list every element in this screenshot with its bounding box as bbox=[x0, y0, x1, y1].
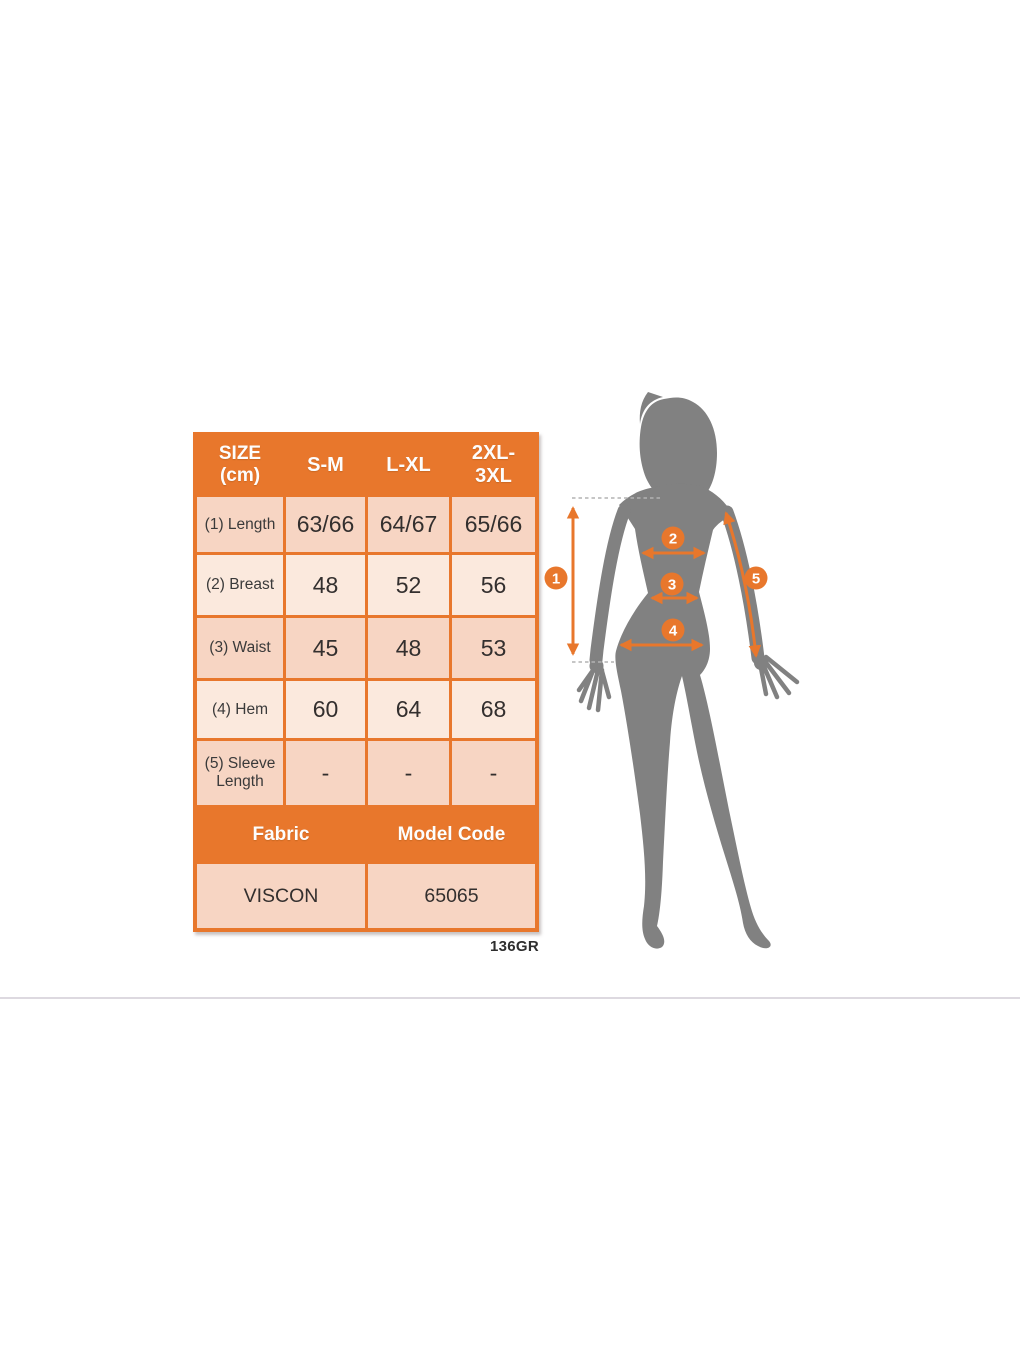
waist-value-l-xl: 48 bbox=[368, 618, 449, 678]
row-label-sleeve: (5) Sleeve Length bbox=[197, 741, 283, 805]
measurement-figure: 1 2 3 4 5 bbox=[544, 392, 800, 949]
size-chart-table: SIZE (cm) S-M L-XL 2XL-3XL (1) Length 63… bbox=[193, 432, 539, 932]
sleeve-arrow bbox=[723, 511, 762, 658]
hem-value-s-m: 60 bbox=[286, 681, 365, 738]
marker-3-label: 3 bbox=[668, 577, 676, 594]
size-unit-header: SIZE (cm) bbox=[197, 436, 283, 494]
marker-4-circle bbox=[661, 618, 685, 642]
length-value-2xl: 65/66 bbox=[452, 497, 535, 552]
breast-value-s-m: 48 bbox=[286, 555, 365, 615]
model-code-header: Model Code bbox=[368, 808, 535, 861]
silhouette-left-fingers bbox=[576, 661, 612, 713]
marker-1-circle bbox=[544, 566, 568, 590]
marker-2-circle bbox=[661, 526, 685, 550]
model-code-value: 65065 bbox=[368, 864, 535, 928]
fabric-value: VISCON bbox=[197, 864, 365, 928]
row-label-breast: (2) Breast bbox=[197, 555, 283, 615]
breast-value-2xl: 56 bbox=[452, 555, 535, 615]
sleeve-value-s-m: - bbox=[286, 741, 365, 805]
marker-5-circle bbox=[744, 566, 768, 590]
marker-1-label: 1 bbox=[552, 571, 560, 588]
silhouette-right-fingers bbox=[757, 654, 800, 700]
measure-markers: 1 2 3 4 5 bbox=[544, 526, 768, 642]
waist-value-2xl: 53 bbox=[452, 618, 535, 678]
weight-footnote: 136GR bbox=[489, 938, 539, 955]
sleeve-value-l-xl: - bbox=[368, 741, 449, 805]
marker-2-label: 2 bbox=[669, 531, 677, 548]
hem-value-2xl: 68 bbox=[452, 681, 535, 738]
marker-5-label: 5 bbox=[752, 571, 760, 588]
silhouette-head bbox=[639, 397, 717, 505]
col-header-2xl-3xl: 2XL-3XL bbox=[452, 436, 535, 494]
silhouette-hair-flip bbox=[639, 392, 663, 424]
col-header-l-xl: L-XL bbox=[368, 436, 449, 494]
length-value-s-m: 63/66 bbox=[286, 497, 365, 552]
divider-line bbox=[0, 997, 1020, 999]
sleeve-value-2xl: - bbox=[452, 741, 535, 805]
fabric-header: Fabric bbox=[197, 808, 365, 861]
breast-value-l-xl: 52 bbox=[368, 555, 449, 615]
marker-3-circle bbox=[660, 572, 684, 596]
col-header-s-m: S-M bbox=[286, 436, 365, 494]
row-label-length: (1) Length bbox=[197, 497, 283, 552]
row-label-hem: (4) Hem bbox=[197, 681, 283, 738]
waist-value-s-m: 45 bbox=[286, 618, 365, 678]
hem-value-l-xl: 64 bbox=[368, 681, 449, 738]
silhouette-left-arm bbox=[589, 504, 631, 667]
row-label-waist: (3) Waist bbox=[197, 618, 283, 678]
size-unit-header-text: SIZE (cm) bbox=[218, 443, 262, 486]
figure-silhouette bbox=[576, 392, 800, 949]
marker-4-label: 4 bbox=[669, 623, 678, 640]
length-value-l-xl: 64/67 bbox=[368, 497, 449, 552]
